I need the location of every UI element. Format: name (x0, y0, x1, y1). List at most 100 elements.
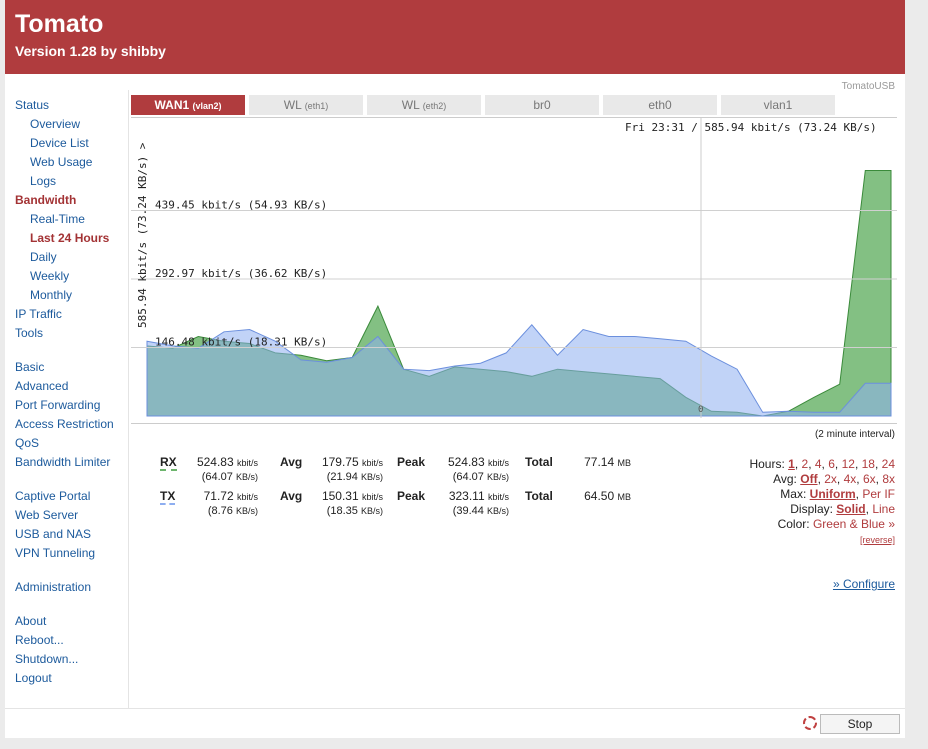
tab-name: WAN1 (154, 98, 190, 112)
tab-vlan1[interactable]: vlan1 (721, 95, 835, 115)
rx-total-label: Total (525, 455, 553, 469)
rx-current: 524.83 kbit/s (196, 455, 258, 469)
rx-peak-label: Peak (397, 455, 426, 469)
sidebar-item-last-24-hours[interactable]: Last 24 Hours (30, 231, 110, 245)
tx-avg-kb: (18.35 KB/s) (326, 505, 383, 517)
tx-peak-label: Peak (397, 489, 426, 503)
bandwidth-graph[interactable]: 439.45 kbit/s (54.93 KB/s) 292.97 kbit/s … (131, 117, 897, 424)
max-option-per-if[interactable]: Per IF (862, 487, 895, 501)
sidebar-item-web-server[interactable]: Web Server (15, 508, 79, 522)
sidebar-item-administration[interactable]: Administration (15, 580, 92, 594)
sidebar-item-basic[interactable]: Basic (15, 360, 45, 374)
color-select-link[interactable]: Green & Blue » (812, 517, 895, 531)
sidebar-item-logs[interactable]: Logs (30, 174, 57, 188)
tab-eth0[interactable]: eth0 (603, 95, 717, 115)
tab-br0[interactable]: br0 (485, 95, 599, 115)
sidebar-nav: Status Overview Device List Web Usage Logs Ba… (5, 90, 129, 708)
y-axis-label: 585.94 kbit/s (73.24 KB/s) > (136, 142, 149, 328)
graph-svg: 439.45 kbit/s (54.93 KB/s) 292.97 kbit/s … (131, 118, 897, 418)
tx-peak-kb: (39.44 KB/s) (452, 505, 509, 517)
sidebar-item-ip-traffic[interactable]: IP Traffic (15, 307, 62, 321)
gridline-label: 439.45 kbit/s (54.93 KB/s) (155, 199, 327, 212)
tab-wl-eth1[interactable]: WL (eth1) (249, 95, 363, 115)
tx-area (146, 324, 892, 417)
color-label: Color: (777, 517, 810, 531)
hours-links: 1, 2, 4, 6, 12, 18, 24 (788, 457, 895, 471)
avg-option-8x[interactable]: 8x (882, 472, 895, 486)
sidebar-item-reboot[interactable]: Reboot... (15, 633, 64, 647)
tab-name: eth0 (648, 98, 672, 112)
sidebar-item-access-restriction[interactable]: Access Restriction (15, 417, 114, 431)
display-label: Display: (790, 502, 833, 516)
tab-name: vlan1 (763, 98, 793, 112)
version-label: Version 1.28 by shibby (15, 43, 166, 59)
tab-name: WL (283, 98, 302, 112)
gridlines: 439.45 kbit/s (54.93 KB/s) 292.97 kbit/s … (131, 199, 897, 349)
display-option-line[interactable]: Line (872, 502, 895, 516)
sidebar-item-web-usage[interactable]: Web Usage (30, 155, 93, 169)
sidebar-item-weekly[interactable]: Weekly (30, 269, 70, 283)
avg-option-off[interactable]: Off (800, 472, 818, 486)
stop-button[interactable]: Stop (820, 714, 900, 734)
rx-avg-kb: (21.94 KB/s) (326, 471, 383, 483)
cursor-label: Fri 23:31 / 585.94 kbit/s (73.24 KB/s) (625, 121, 877, 134)
tab-name: WL (401, 98, 420, 112)
sidebar-item-logout[interactable]: Logout (15, 671, 52, 685)
avg-option-6x[interactable]: 6x (862, 472, 876, 486)
reverse-link[interactable]: [reverse] (859, 535, 895, 545)
sidebar-item-monthly[interactable]: Monthly (30, 288, 73, 302)
sidebar-item-qos[interactable]: QoS (15, 436, 40, 450)
tx-total-label: Total (525, 489, 553, 503)
sidebar-item-bandwidth-limiter[interactable]: Bandwidth Limiter (15, 455, 111, 469)
sidebar-item-about[interactable]: About (15, 614, 47, 628)
hours-option-24[interactable]: 24 (881, 457, 895, 471)
sidebar-item-port-forwarding[interactable]: Port Forwarding (15, 398, 101, 412)
tab-sub: (eth1) (304, 101, 329, 111)
tx-label: TX (160, 489, 176, 505)
hours-option: Hours: 1, 2, 4, 6, 12, 18, 24 (749, 457, 895, 471)
rx-total: 77.14 MB (584, 455, 631, 469)
hours-option-4[interactable]: 4 (814, 457, 822, 471)
tx-current-kb: (8.76 KB/s) (207, 505, 258, 517)
rx-peak: 524.83 kbit/s (447, 455, 509, 469)
sidebar-item-usb-and-nas[interactable]: USB and NAS (15, 527, 92, 541)
sidebar-item-daily[interactable]: Daily (30, 250, 57, 264)
hours-option-18[interactable]: 18 (861, 457, 875, 471)
tx-peak: 323.11 kbit/s (448, 489, 509, 503)
tab-wl-eth2[interactable]: WL (eth2) (367, 95, 481, 115)
sidebar-item-bandwidth[interactable]: Bandwidth (15, 193, 77, 207)
hours-option-6[interactable]: 6 (828, 457, 835, 471)
hours-option-12[interactable]: 12 (841, 457, 855, 471)
header: Tomato Version 1.28 by shibby (5, 0, 905, 74)
sidebar-item-real-time[interactable]: Real-Time (30, 212, 85, 226)
sidebar-item-advanced[interactable]: Advanced (15, 379, 69, 393)
sidebar-item-shutdown[interactable]: Shutdown... (15, 652, 79, 666)
loading-spinner-icon (803, 716, 817, 730)
max-label: Max: (780, 487, 807, 501)
max-option-uniform[interactable]: Uniform (809, 487, 856, 501)
tab-sub: (vlan2) (192, 101, 222, 111)
sidebar-item-tools[interactable]: Tools (15, 326, 44, 340)
hours-label: Hours: (749, 457, 785, 471)
gridline-label: 292.97 kbit/s (36.62 KB/s) (155, 267, 327, 280)
tx-avg-label: Avg (280, 489, 303, 503)
zero-label: 0 (698, 405, 703, 415)
hours-option-1[interactable]: 1 (788, 457, 795, 471)
display-option-solid[interactable]: Solid (836, 502, 866, 516)
configure-link[interactable]: » Configure (832, 577, 895, 591)
hours-option-2[interactable]: 2 (801, 457, 809, 471)
tx-total: 64.50 MB (584, 489, 631, 503)
sidebar-item-captive-portal[interactable]: Captive Portal (15, 489, 91, 503)
sidebar-item-status[interactable]: Status (15, 98, 50, 112)
avg-option-2x[interactable]: 2x (824, 472, 837, 486)
tab-wan1-vlan2[interactable]: WAN1 (vlan2) (131, 95, 245, 115)
tx-current: 71.72 kbit/s (203, 489, 258, 503)
sidebar-item-overview[interactable]: Overview (30, 117, 81, 131)
app-title: Tomato (15, 10, 104, 38)
sidebar-item-device-list[interactable]: Device List (30, 136, 89, 150)
avg-option-4x[interactable]: 4x (843, 472, 857, 486)
sidebar-item-vpn-tunneling[interactable]: VPN Tunneling (15, 546, 96, 560)
tab-sub: (eth2) (422, 101, 447, 111)
product-label: TomatoUSB (841, 81, 895, 92)
tx-avg: 150.31 kbit/s (321, 489, 383, 503)
